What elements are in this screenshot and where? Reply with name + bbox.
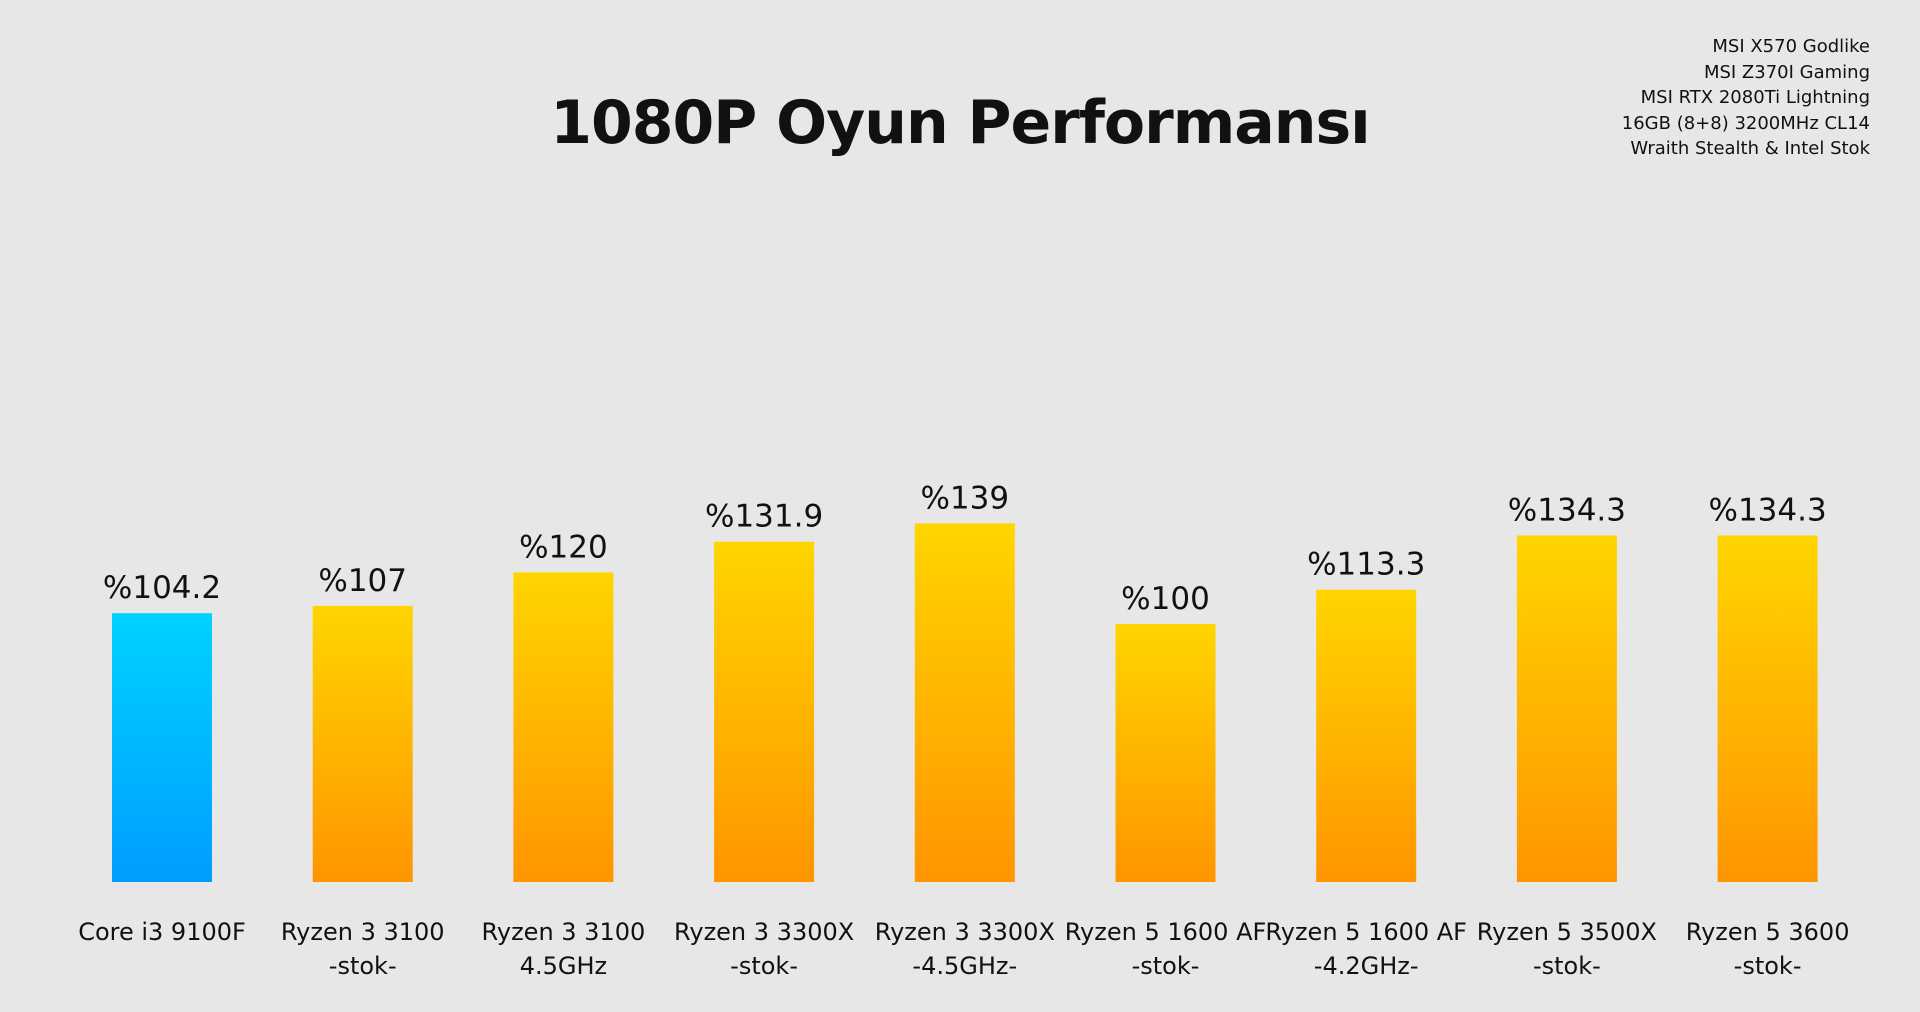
spec-line-cooler: Wraith Stealth & Intel Stok	[1630, 138, 1870, 159]
bar-8	[1516, 535, 1617, 882]
category-label-line-1: Ryzen 5 3600	[1686, 918, 1850, 946]
bar-9	[1717, 535, 1818, 882]
bar-value-label-3: %120	[519, 529, 608, 565]
category-label-line-1: Ryzen 3 3300X	[875, 918, 1055, 946]
category-label-1: Core i3 9100F	[78, 918, 246, 946]
bar-value-label-6: %100	[1121, 581, 1210, 617]
category-labels-group: Core i3 9100F Ryzen 3 3100 -stok-Ryzen 3 3…	[78, 918, 1849, 980]
bar-3	[513, 572, 614, 882]
bar-value-label-9: %134.3	[1708, 493, 1826, 529]
category-label-line-1: Core i3 9100F	[78, 918, 246, 946]
bar-7	[1316, 589, 1417, 882]
category-label-line-1: Ryzen 5 1600 AF	[1065, 918, 1267, 946]
category-label-7: Ryzen 5 1600 AF -4.2GHz-	[1265, 918, 1467, 980]
category-label-9: Ryzen 5 3600 -stok-	[1686, 918, 1850, 980]
category-label-line-2: -stok-	[730, 952, 798, 980]
bar-4	[714, 541, 815, 882]
spec-line-motherboard-intel: MSI Z370I Gaming	[1703, 61, 1870, 83]
category-label-line-2: 4.5GHz	[520, 952, 607, 980]
bar-5	[914, 523, 1015, 882]
category-label-5: Ryzen 3 3300X -4.5GHz-	[875, 918, 1055, 980]
bar-value-label-1: %104.2	[103, 570, 221, 606]
category-label-line-2: -stok-	[1533, 952, 1601, 980]
bar-6	[1115, 624, 1216, 882]
category-label-line-2: -stok-	[1734, 952, 1802, 980]
category-label-line-1: Ryzen 3 3300X	[674, 918, 854, 946]
category-label-line-2: -4.5GHz-	[912, 952, 1017, 980]
category-label-line-2: -stok-	[1132, 952, 1200, 980]
bar-1	[112, 613, 212, 882]
bar-value-label-7: %113.3	[1307, 547, 1425, 583]
bar-value-label-4: %131.9	[705, 499, 823, 535]
category-label-line-2: -stok-	[329, 952, 397, 980]
category-label-6: Ryzen 5 1600 AF -stok-	[1065, 918, 1267, 980]
category-label-line-1: Ryzen 3 3100	[482, 918, 646, 946]
category-label-2: Ryzen 3 3100 -stok-	[281, 918, 445, 980]
category-label-8: Ryzen 5 3500X -stok-	[1477, 918, 1657, 980]
test-system-specs: MSI X570 Godlike MSI Z370I Gaming MSI RT…	[1622, 34, 1870, 162]
category-label-4: Ryzen 3 3300X -stok-	[674, 918, 854, 980]
bar-value-label-8: %134.3	[1508, 493, 1626, 529]
spec-line-gpu: MSI RTX 2080Ti Lightning	[1640, 87, 1870, 108]
value-labels-group: %104.2 %107 %120 %131.9 %139 %100 %113.3 %134.3…	[103, 480, 1827, 617]
bars-group	[112, 523, 1818, 882]
chart-title: 1080P Oyun Performansı	[550, 88, 1370, 158]
category-label-3: Ryzen 3 3100 4.5GHz	[482, 918, 646, 980]
category-label-line-1: Ryzen 5 3500X	[1477, 918, 1657, 946]
category-label-line-1: Ryzen 3 3100	[281, 918, 445, 946]
category-label-line-2: -4.2GHz-	[1314, 952, 1419, 980]
spec-line-motherboard-amd: MSI X570 Godlike	[1712, 36, 1870, 57]
bar-value-label-2: %107	[318, 563, 407, 599]
category-label-line-1: Ryzen 5 1600 AF	[1265, 918, 1467, 946]
bar-2	[312, 605, 413, 882]
spec-line-memory: 16GB (8+8) 3200MHz CL14	[1621, 112, 1870, 134]
bar-value-label-5: %139	[920, 480, 1009, 516]
